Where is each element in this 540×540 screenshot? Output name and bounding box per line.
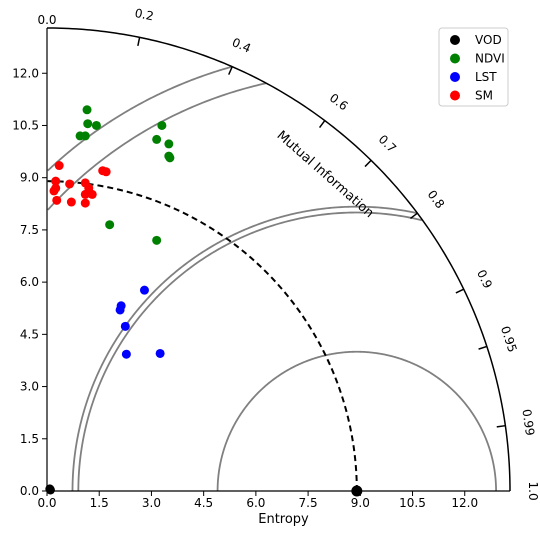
correlation-tick-mark xyxy=(409,212,418,220)
x-tick-label: 12.0 xyxy=(451,496,478,510)
data-point-ndvi xyxy=(157,120,167,130)
y-tick-label: 10.5 xyxy=(12,118,39,132)
y-tick-label: 12.0 xyxy=(12,66,39,80)
x-tick-label: 4.5 xyxy=(194,496,213,510)
legend-label-lst: LST xyxy=(475,70,497,84)
correlation-tick-mark xyxy=(318,120,326,129)
data-point-lst xyxy=(121,349,131,359)
correlation-tick-mark xyxy=(137,37,141,47)
x-tick-label: 9.0 xyxy=(351,496,370,510)
correlation-tick-label: 0.99 xyxy=(519,408,537,436)
y-tick-label: 7.5 xyxy=(20,223,39,237)
y-tick-label: 6.0 xyxy=(20,275,39,289)
data-point-ndvi xyxy=(80,131,90,141)
correlation-tick-label: 0.9 xyxy=(474,267,495,290)
arc-axis-title: Mutual Information xyxy=(274,128,377,221)
legend-marker-lst xyxy=(450,72,460,82)
reference-point xyxy=(351,485,363,497)
correlation-tick-mark xyxy=(228,66,233,75)
legend-label-vod: VOD xyxy=(475,33,502,47)
data-point-vod xyxy=(45,485,55,495)
data-point-ndvi xyxy=(152,235,162,245)
data-point-sm xyxy=(80,198,90,208)
y-tick-label: 0.0 xyxy=(20,484,39,498)
correlation-arc-2 xyxy=(71,205,418,491)
correlation-tick-mark xyxy=(496,424,506,428)
legend-box xyxy=(438,27,509,107)
legend-marker-vod xyxy=(450,35,460,45)
legend-label-sm: SM xyxy=(475,89,493,103)
data-point-sm xyxy=(65,179,75,189)
correlation-tick-label: 1.0 xyxy=(526,481,540,500)
x-tick-label: 1.5 xyxy=(90,496,109,510)
data-point-sm xyxy=(54,161,64,171)
x-tick-label: 10.5 xyxy=(399,496,426,510)
data-point-ndvi xyxy=(164,139,174,149)
y-tick-label: 3.0 xyxy=(20,380,39,394)
data-point-sm xyxy=(80,189,90,199)
data-point-sm xyxy=(49,186,59,196)
data-point-lst xyxy=(115,305,125,315)
x-axis-title: Entropy xyxy=(258,512,309,527)
outer-arc xyxy=(46,27,511,492)
correlation-tick-label: 0.8 xyxy=(425,187,448,211)
data-point-ndvi xyxy=(152,134,162,144)
data-point-ndvi xyxy=(91,120,101,130)
data-point-sm xyxy=(87,189,97,199)
correlation-tick-label: 0.4 xyxy=(230,35,253,55)
data-point-ndvi xyxy=(105,220,115,230)
data-point-ndvi xyxy=(82,105,92,115)
data-point-sm xyxy=(66,197,76,207)
x-tick-label: 0.0 xyxy=(37,496,56,510)
reference-std-arc xyxy=(46,180,358,492)
rms-arc-2 xyxy=(77,211,423,492)
y-tick-label: 1.5 xyxy=(20,432,39,446)
data-point-sm xyxy=(52,195,62,205)
data-point-sm xyxy=(101,167,111,177)
data-point-ndvi xyxy=(83,119,93,129)
data-point-lst xyxy=(155,348,165,358)
x-tick-label: 7.5 xyxy=(299,496,318,510)
correlation-tick-label: 0.95 xyxy=(498,324,520,354)
correlation-tick-label: 0.0 xyxy=(37,13,56,27)
legend-marker-sm xyxy=(450,90,460,101)
correlation-tick-mark xyxy=(364,159,372,168)
rms-arc-1 xyxy=(216,350,497,492)
x-tick-label: 6.0 xyxy=(246,496,265,510)
y-tick-label: 4.5 xyxy=(20,327,39,341)
y-tick-label: 9.0 xyxy=(20,171,39,185)
correlation-tick-label: 0.2 xyxy=(133,6,155,24)
data-point-lst xyxy=(139,285,149,295)
correlation-tick-mark xyxy=(478,345,488,350)
correlation-arc-1 xyxy=(47,65,233,172)
x-tick-label: 3.0 xyxy=(142,496,161,510)
correlation-tick-label: 0.6 xyxy=(327,91,351,114)
data-point-lst xyxy=(120,321,130,331)
data-point-ndvi xyxy=(165,153,175,163)
legend-marker-ndvi xyxy=(450,53,460,64)
data-point-sm xyxy=(51,176,61,186)
rms-arc-3 xyxy=(47,82,266,211)
correlation-tick-label: 0.7 xyxy=(376,132,399,155)
legend-label-ndvi: NDVI xyxy=(475,52,505,66)
correlation-tick-mark xyxy=(455,288,465,294)
